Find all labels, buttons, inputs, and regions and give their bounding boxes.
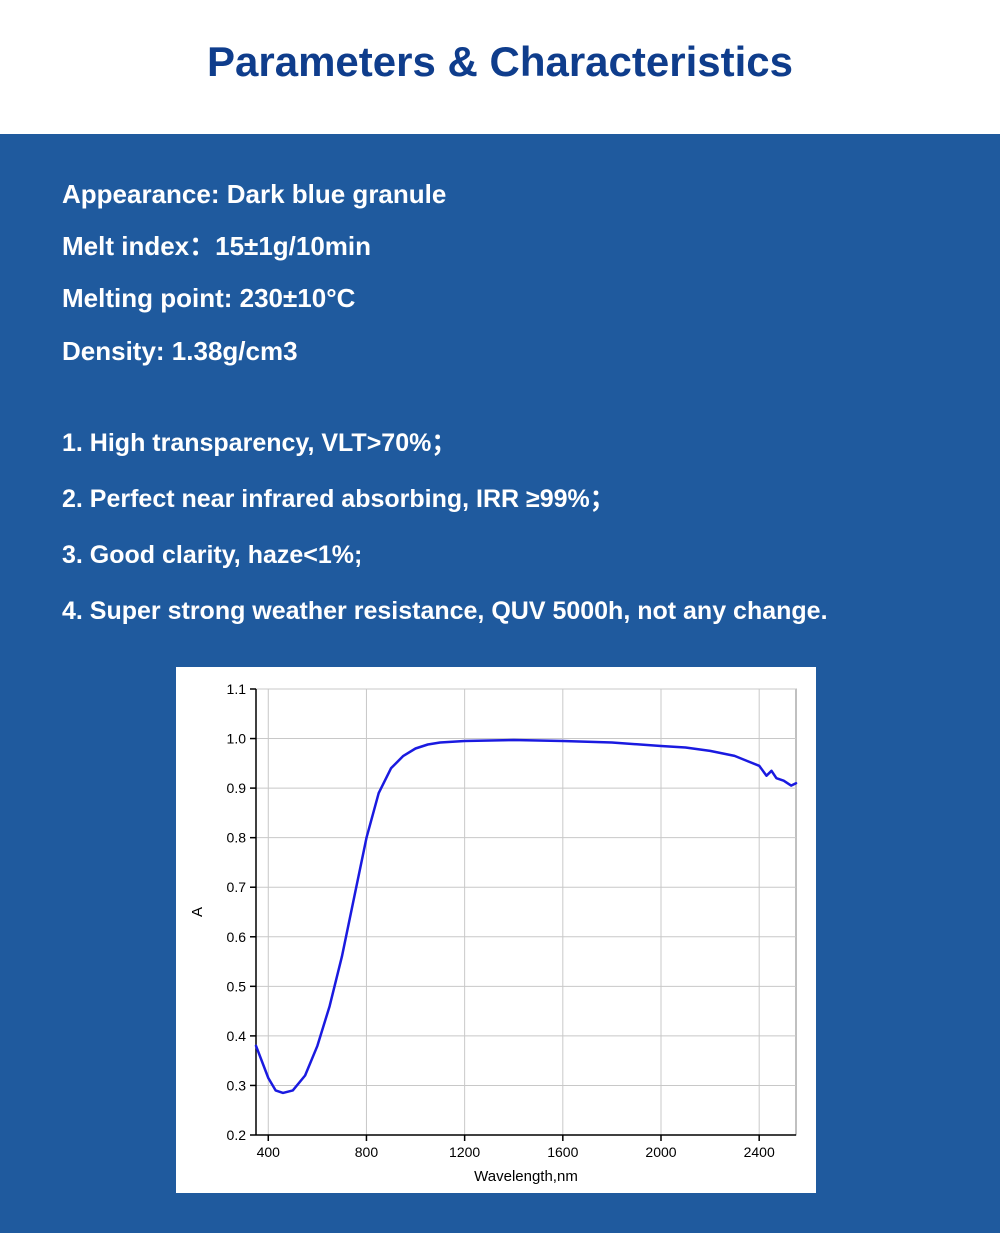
char-1: 1. High transparency, VLT>70%； xyxy=(62,415,938,471)
svg-text:A: A xyxy=(189,907,206,917)
svg-text:800: 800 xyxy=(355,1144,379,1160)
svg-text:2400: 2400 xyxy=(744,1144,775,1160)
svg-text:1.1: 1.1 xyxy=(227,681,247,697)
svg-text:2000: 2000 xyxy=(645,1144,676,1160)
svg-text:0.4: 0.4 xyxy=(227,1028,247,1044)
svg-text:Wavelength,nm: Wavelength,nm xyxy=(474,1168,578,1185)
param-melting-point: Melting point: 230±10°C xyxy=(62,272,938,324)
svg-text:0.2: 0.2 xyxy=(227,1127,247,1143)
absorption-chart: 400 800 1200 1600 2000 2400 0.2 0.3 0.4 0.5 0.6 0.7… xyxy=(176,667,816,1193)
parameters-block: Appearance: Dark blue granule Melt index… xyxy=(62,168,938,377)
svg-text:0.8: 0.8 xyxy=(227,829,247,845)
svg-text:0.3: 0.3 xyxy=(227,1077,247,1093)
param-appearance: Appearance: Dark blue granule xyxy=(62,168,938,220)
svg-text:0.7: 0.7 xyxy=(227,879,247,895)
param-density: Density: 1.38g/cm3 xyxy=(62,325,938,377)
svg-text:1.0: 1.0 xyxy=(227,730,247,746)
svg-text:1200: 1200 xyxy=(449,1144,480,1160)
svg-text:1600: 1600 xyxy=(547,1144,578,1160)
svg-text:400: 400 xyxy=(257,1144,281,1160)
char-2: 2. Perfect near infrared absorbing, IRR … xyxy=(62,471,938,527)
svg-text:0.9: 0.9 xyxy=(227,780,247,796)
param-melt-index: Melt index：15±1g/10min xyxy=(62,220,938,272)
char-4: 4. Super strong weather resistance, QUV … xyxy=(62,583,938,639)
content-panel: Appearance: Dark blue granule Melt index… xyxy=(0,134,1000,1233)
characteristics-block: 1. High transparency, VLT>70%； 2. Perfec… xyxy=(62,415,938,639)
svg-text:0.5: 0.5 xyxy=(227,978,247,994)
char-3: 3. Good clarity, haze<1%; xyxy=(62,527,938,583)
page-title: Parameters & Characteristics xyxy=(0,0,1000,134)
chart-svg: 400 800 1200 1600 2000 2400 0.2 0.3 0.4 0.5 0.6 0.7… xyxy=(176,675,816,1193)
svg-text:0.6: 0.6 xyxy=(227,929,247,945)
